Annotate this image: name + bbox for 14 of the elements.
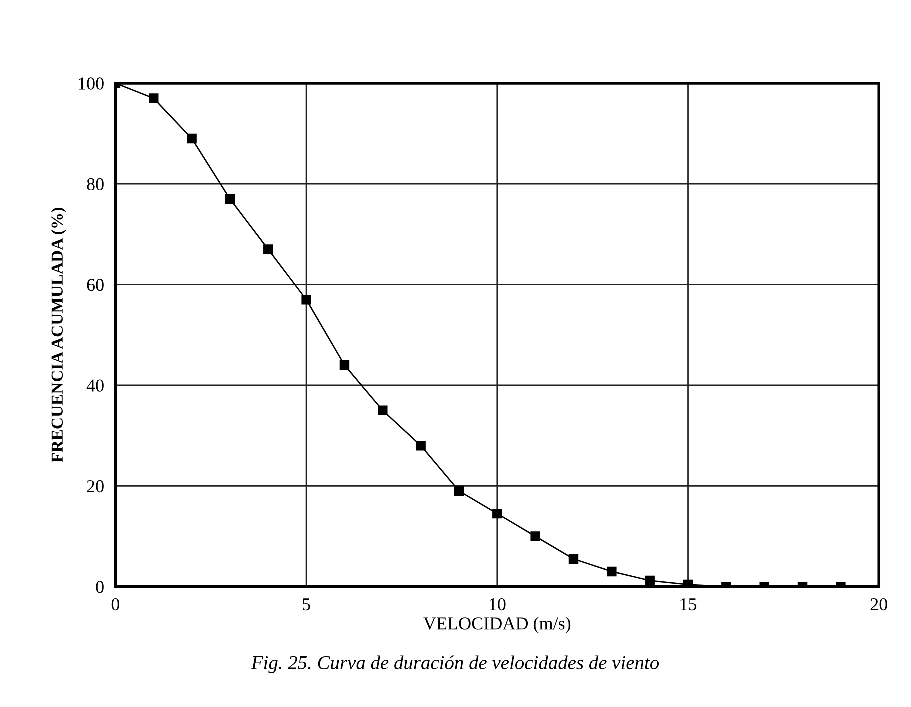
y-tick-label: 100 [79,78,104,90]
y-tick-label: 60 [87,279,104,292]
y-axis-title: FRECUENCIA ACUMULADA (%) [51,208,66,463]
x-tick-label: 15 [680,598,697,611]
y-tick-label: 20 [87,480,104,493]
y-tick-label: 80 [87,178,104,191]
x-tick-label: 0 [112,598,120,611]
y-tick-label: 40 [86,380,104,392]
x-axis-title: VELOCIDAD (m/s) [424,617,571,634]
x-tick-label: 20 [870,598,888,611]
caption: Fig. 25. Curva de duración de velocidades de viento [251,656,660,674]
x-tick-label: 5 [303,598,310,611]
y-tick-label: 0 [96,581,104,594]
x-tick-label: 10 [490,598,506,611]
